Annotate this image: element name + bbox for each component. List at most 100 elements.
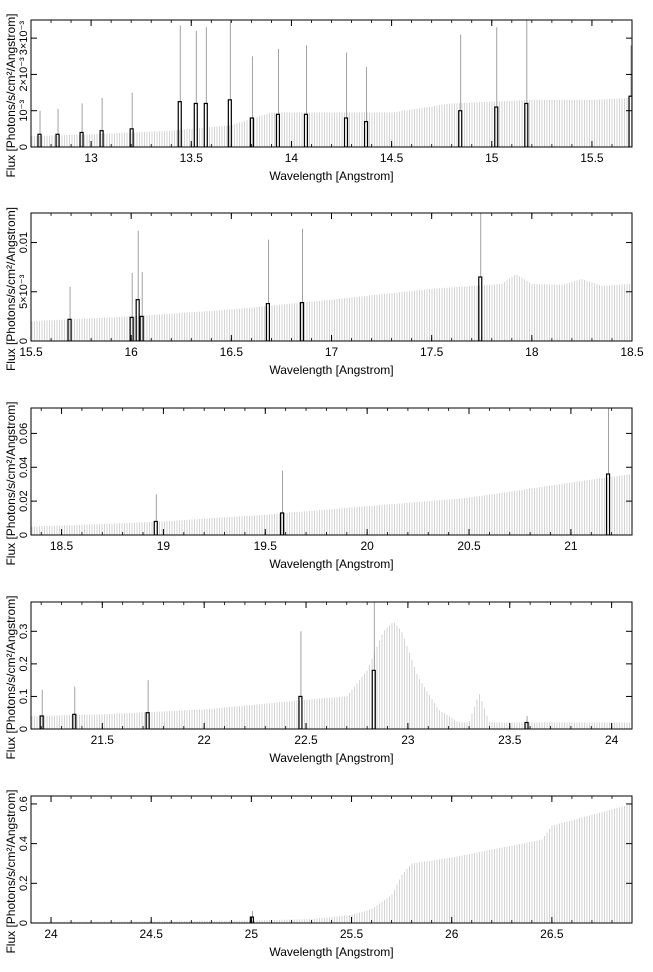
bin-bar [177,101,182,147]
x-tick-label: 13 [84,151,98,165]
plot-frame [30,407,633,536]
continuum-bins [31,274,630,341]
chart-panel-3: 18.5 19 19.5 20 20.5 21 0 0.02 0.04 0.06 Wavelengt… [4,401,633,571]
y-axis-label: Flux [Photons/s/cm²/Angstrom] [4,207,18,371]
x-tick-label: 24.5 [140,927,164,941]
continuum-bins [31,474,630,535]
x-tick-label: 17 [325,345,339,359]
bin-bar [129,316,134,341]
x-tick-label: 21.5 [91,733,115,747]
bin-bar [265,302,270,341]
x-tick-label: 23.5 [498,733,522,747]
bin-bar [458,110,463,147]
x-tick-label: 23 [401,733,415,747]
y-tick-label: 2×10⁻³ [18,57,30,92]
x-axis-label: Wavelength [Angstrom] [269,557,393,571]
y-tick-label: 0.02 [18,490,30,511]
y-tick-label: 3×10⁻³ [18,21,30,56]
bin-bar [275,113,281,147]
x-axis-label: Wavelength [Angstrom] [269,169,393,183]
bin-bar [478,276,483,341]
line-bins [37,20,632,147]
y-tick-label: 10⁻³ [18,100,30,122]
y-axis-label: Flux [Photons/s/cm²/Angstrom] [4,789,18,953]
y-tick-label: 0.4 [18,836,30,851]
x-tick-label: 20.5 [457,539,481,553]
x-tick-label: 18.5 [50,539,74,553]
y-tick-label: 0.01 [18,232,30,253]
y-tick-label: 0 [18,920,30,926]
x-tick-label: 18 [525,345,539,359]
bin-bar [145,712,150,729]
x-tick-label: 24 [605,733,619,747]
continuum-bins [31,804,630,923]
y-axis-label: Flux [Photons/s/cm²/Angstrom] [4,13,18,177]
x-tick-label: 18.5 [620,345,644,359]
bin-bar [99,130,104,147]
bin-bar [193,102,198,147]
x-tick-label: 17.5 [420,345,444,359]
x-axis-label: Wavelength [Angstrom] [269,751,393,765]
bin-bar [363,120,369,147]
y-tick-label: 0.2 [18,656,30,671]
x-tick-label: 16 [124,345,138,359]
y-axis-label: Flux [Photons/s/cm²/Angstrom] [4,595,18,759]
bin-bar [55,133,60,147]
plot-frame [30,601,633,730]
x-tick-label: 15.5 [580,151,604,165]
continuum-bins [31,98,630,147]
x-tick-label: 21 [564,539,578,553]
bin-bar [303,113,309,147]
bin-bar [524,102,529,147]
x-tick-label: 25 [245,927,259,941]
x-tick-label: 14 [285,151,299,165]
bin-bar [279,512,285,535]
y-tick-label: 0 [18,532,30,538]
bin-bar [203,102,208,147]
y-tick-label: 5×10⁻³ [18,274,30,309]
y-tick-label: 0 [18,144,30,150]
bin-bar [39,715,44,729]
line-bins [39,602,529,729]
bin-bar [227,99,232,147]
bin-bar [371,669,376,729]
x-tick-label: 26.5 [540,927,564,941]
bin-bar [343,117,349,147]
x-tick-label: 19 [157,539,171,553]
chart-panel-5: 24 24.5 25 25.5 26 26.5 0 0.2 0.4 0.6 Wavelength [… [4,789,633,959]
x-tick-label: 24 [44,927,58,941]
x-tick-label: 19.5 [254,539,278,553]
bin-bar [494,106,499,147]
x-axis-label: Wavelength [Angstrom] [269,945,393,959]
chart-panel-2: 15.5 16 16.5 17 17.5 18 18.5 0 5×10⁻³ 0.01 Wavelen… [4,207,644,377]
y-tick-label: 0.06 [18,423,30,444]
bin-bar [524,721,529,729]
line-bins [67,213,483,341]
bin-bar [37,133,42,147]
x-tick-label: 26 [445,927,459,941]
x-tick-label: 22 [197,733,211,747]
x-tick-label: 20 [360,539,374,553]
x-tick-label: 14.5 [380,151,404,165]
bin-bar [299,302,305,341]
bin-bar [79,131,84,147]
x-axis-label: Wavelength [Angstrom] [269,363,393,377]
bin-bar [135,299,140,341]
y-tick-label: 0.2 [18,876,30,891]
x-tick-label: 16.5 [220,345,244,359]
bin-bar [249,117,254,147]
x-tick-label: 25.5 [340,927,364,941]
y-tick-label: 0.3 [18,624,30,639]
x-tick-label: 13.5 [180,151,204,165]
continuum-bins [31,622,630,729]
y-tick-label: 0.04 [18,457,30,478]
y-tick-label: 0 [18,338,30,344]
bin-bar [129,128,134,147]
y-tick-label: 0 [18,726,30,732]
x-tick-label: 15 [485,151,499,165]
line-bins [153,408,611,535]
y-tick-label: 0.6 [18,796,30,811]
bin-bar [298,695,303,729]
x-tick-label: 22.5 [294,733,318,747]
